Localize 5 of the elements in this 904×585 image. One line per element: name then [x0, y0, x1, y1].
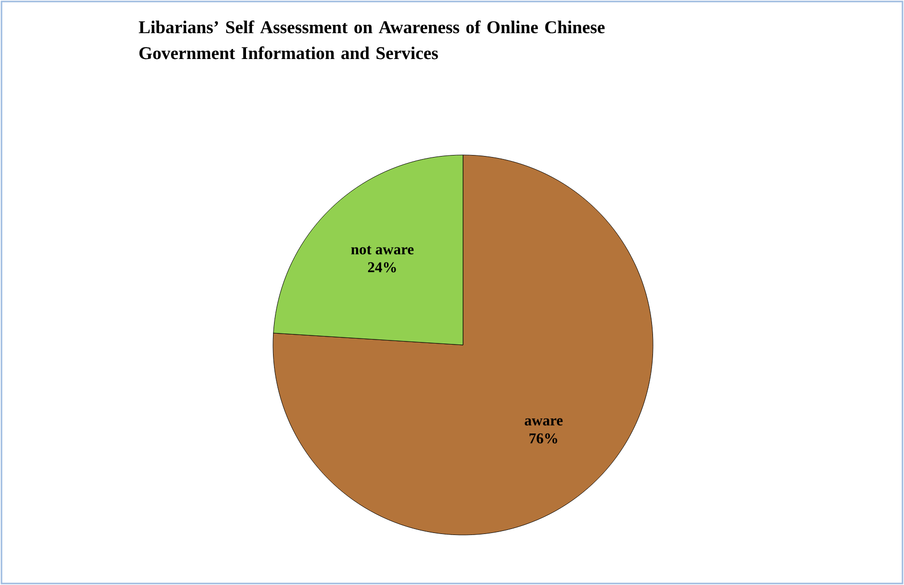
- data-label: 24%: [368, 262, 396, 272]
- chart-title: Libarians’ Self Assessment on Awareness of Online Chinese Government Information and Services: [138, 20, 605, 60]
- slice-label: not aware: [351, 246, 414, 254]
- data-label: 76%: [530, 433, 558, 444]
- slice-label: aware: [524, 418, 563, 426]
